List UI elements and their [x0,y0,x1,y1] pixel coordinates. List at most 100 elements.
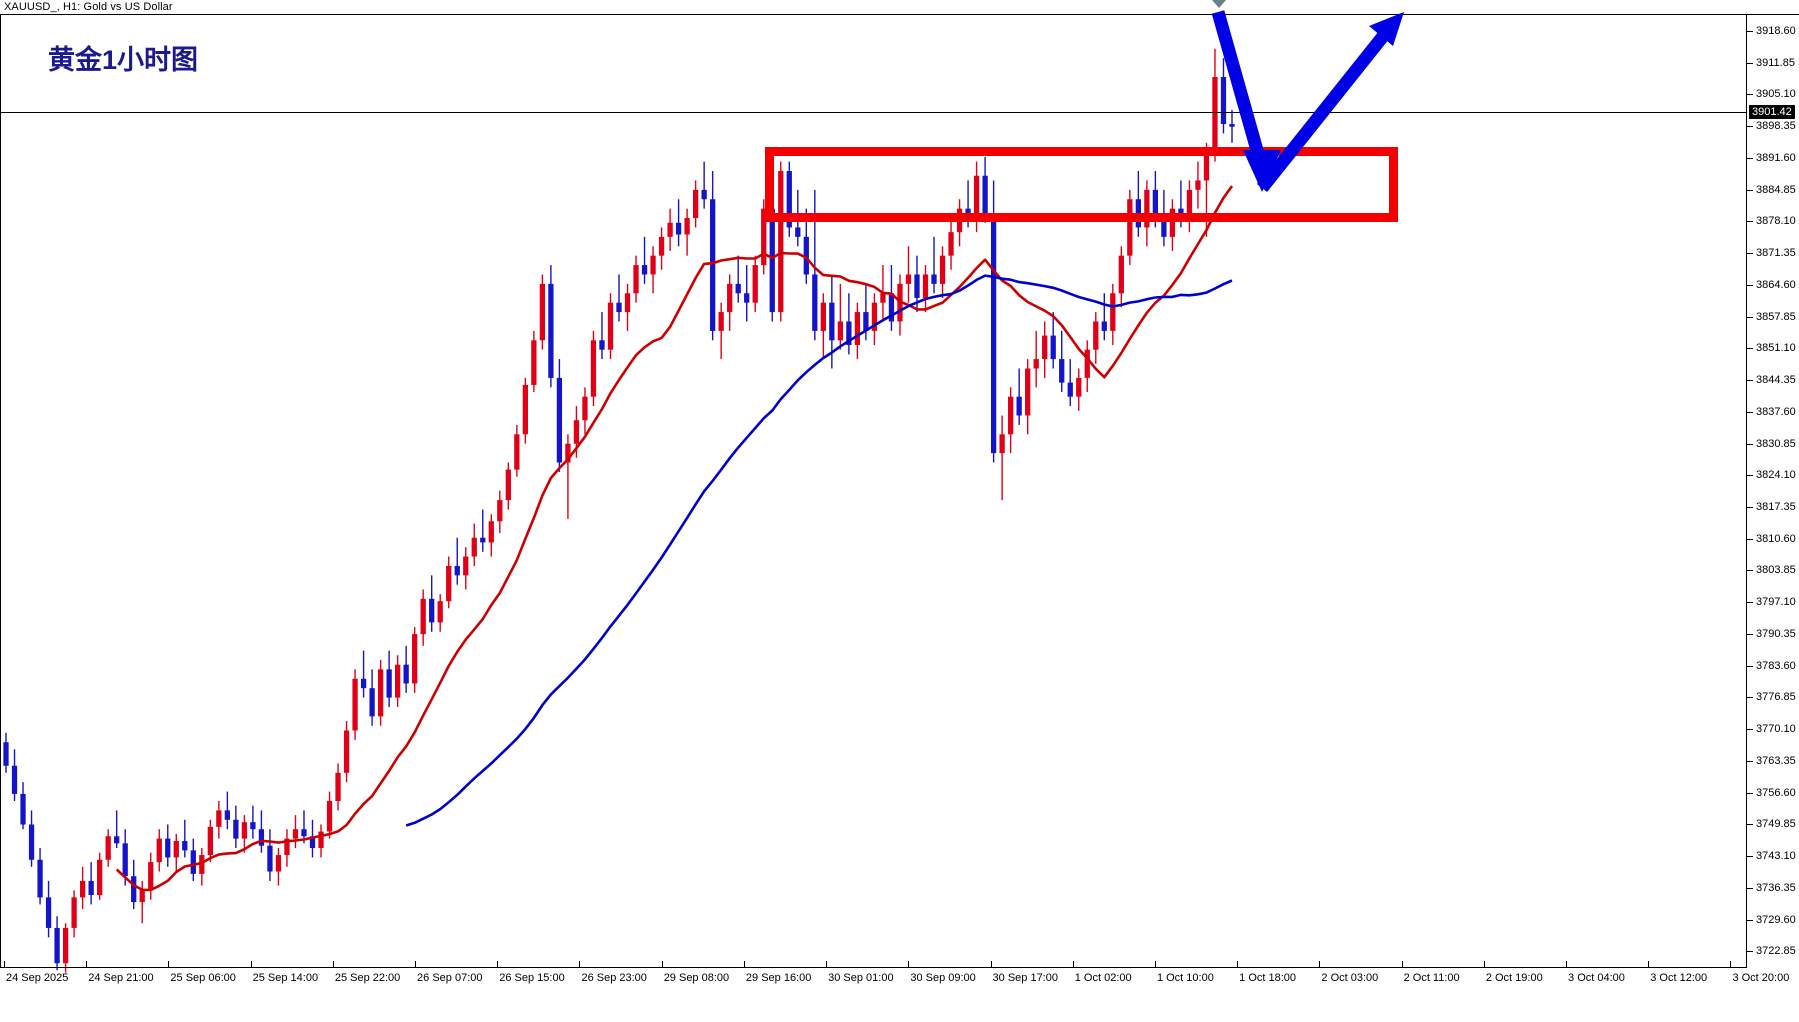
time-tick [661,961,663,968]
time-tick [1072,961,1074,968]
time-axis-label: 26 Sep 15:00 [499,972,565,984]
price-tick [1747,570,1753,572]
time-axis-label: 2 Oct 03:00 [1321,972,1379,984]
price-tick [1747,792,1753,794]
time-axis-label: 1 Oct 10:00 [1156,972,1214,984]
time-tick [579,961,581,968]
price-tick [1747,602,1753,604]
time-tick [1730,961,1732,968]
time-axis-label: 24 Sep 21:00 [88,972,154,984]
time-tick [86,961,88,968]
price-tick [1747,697,1753,699]
price-tick [1747,157,1753,159]
price-tick [1747,824,1753,826]
time-tick [990,961,992,968]
price-axis-label: 3803.85 [1756,564,1796,577]
time-axis-label: 1 Oct 18:00 [1239,972,1297,984]
price-axis-label: 3864.60 [1756,278,1796,291]
price-tick [1747,729,1753,731]
price-axis-label: 3844.35 [1756,374,1796,387]
header-divider [0,14,1799,15]
ma-fast-line [115,185,1234,892]
time-axis-label: 26 Sep 07:00 [417,972,483,984]
price-tick [1747,316,1753,318]
price-tick [1747,506,1753,508]
price-tick [1747,126,1753,128]
time-axis-label: 29 Sep 16:00 [745,972,812,984]
price-axis-label: 3749.85 [1756,818,1796,831]
price-axis-label: 3763.35 [1756,754,1796,767]
time-tick [1566,961,1568,968]
time-tick [743,961,745,968]
time-axis-label: 25 Sep 14:00 [252,972,319,984]
price-tick [1747,633,1753,635]
time-tick [1648,961,1650,968]
price-tick [1747,94,1753,96]
price-tick [1747,253,1753,255]
time-axis-border [0,967,1747,968]
ma-slow-line [405,274,1233,827]
price-axis-label: 3817.35 [1756,500,1796,513]
price-axis-label: 3824.10 [1756,469,1796,482]
time-tick [168,961,170,968]
price-tick [1747,221,1753,223]
price-tick [1747,538,1753,540]
axis-left-border [0,15,1,967]
last-price-label: 3901.42 [1749,104,1795,119]
time-axis-label: 24 Sep 2025 [6,972,69,984]
price-axis-label: 3783.60 [1756,659,1796,672]
price-tick [1747,665,1753,667]
price-tick [1747,951,1753,953]
price-tick [1747,380,1753,382]
price-axis-label: 3729.60 [1756,913,1796,926]
last-price-line [0,111,1746,113]
time-axis-label: 30 Sep 01:00 [828,972,894,984]
price-tick [1747,856,1753,858]
price-axis-label: 3878.10 [1756,215,1796,228]
time-axis-label: 2 Oct 11:00 [1403,972,1460,984]
time-tick [497,961,499,968]
price-axis-label: 3891.60 [1756,151,1796,164]
chart-title: 黄金1小时图 [48,45,199,75]
time-axis-label: 25 Sep 22:00 [334,972,401,984]
time-tick [415,961,417,968]
time-tick [4,961,5,968]
price-tick [1747,919,1753,921]
price-axis-label: 3797.10 [1756,596,1796,609]
time-axis-label: 1 Oct 02:00 [1074,972,1132,984]
time-tick [250,961,252,968]
price-axis-label: 3736.35 [1756,881,1796,894]
cursor-marker-icon [1212,0,1226,8]
symbol-header: XAUUSD_, H1: Gold vs US Dollar [4,1,173,13]
consolidation-range-box[interactable] [765,146,1398,222]
price-axis-label: 3898.35 [1756,120,1796,133]
time-axis-label: 26 Sep 23:00 [581,972,647,984]
time-axis-label: 30 Sep 09:00 [910,972,976,984]
price-axis-label: 3911.85 [1756,56,1795,69]
price-axis-border [1746,15,1747,967]
price-axis-label: 3756.60 [1756,786,1796,799]
price-axis-label: 3918.60 [1756,24,1796,37]
price-axis-label: 3770.10 [1756,723,1796,736]
time-tick [1401,961,1403,968]
time-tick [908,961,910,968]
time-tick [1154,961,1156,968]
price-axis-label: 3884.85 [1756,183,1796,196]
price-axis-label: 3905.10 [1756,88,1796,101]
time-tick [826,961,828,968]
time-axis-label: 3 Oct 04:00 [1568,972,1625,984]
price-tick [1747,348,1753,350]
time-axis-label: 3 Oct 20:00 [1732,972,1790,984]
time-tick [1319,961,1321,968]
time-axis-label: 30 Sep 17:00 [992,972,1058,984]
time-axis-label: 25 Sep 06:00 [170,972,236,984]
price-tick [1747,760,1753,762]
price-axis-label: 3871.35 [1756,247,1796,260]
price-axis-label: 3722.85 [1756,945,1796,958]
price-axis-label: 3830.85 [1756,437,1796,450]
price-axis-label: 3790.35 [1756,627,1796,640]
price-axis-label: 3810.60 [1756,532,1796,545]
time-tick [332,961,334,968]
price-axis-label: 3776.85 [1756,691,1796,704]
